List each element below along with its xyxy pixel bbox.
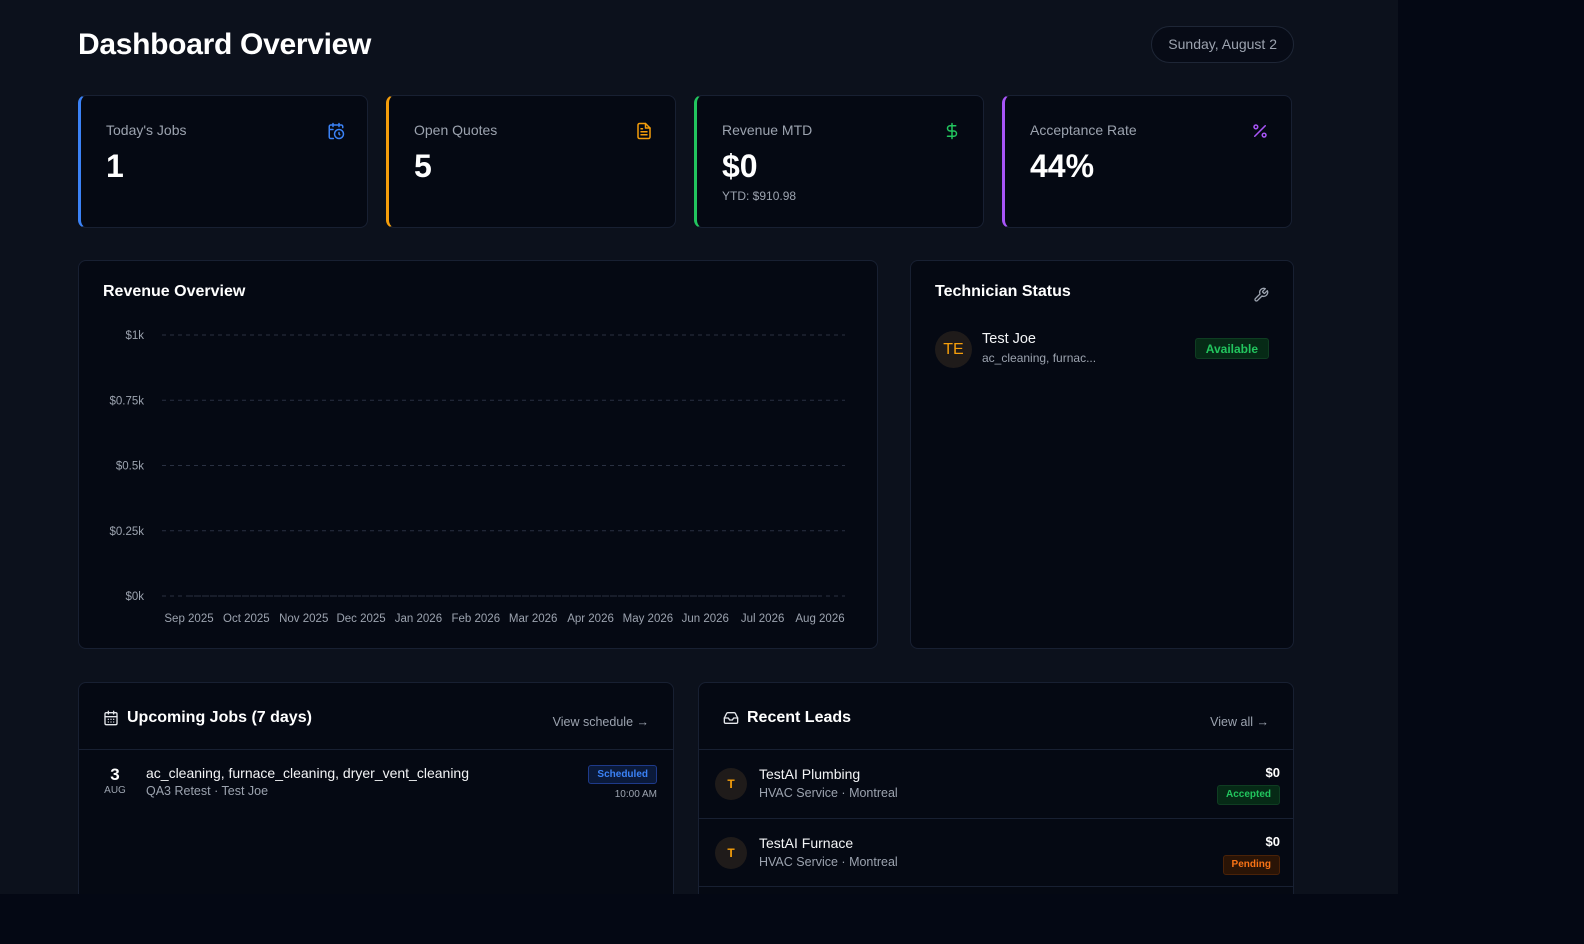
revenue-title: Revenue Overview <box>103 283 246 300</box>
technician-row[interactable]: TE Test Joe ac_cleaning, furnac... Avail… <box>935 331 1269 369</box>
app-main: Dashboard Overview Sunday, August 2 Toda… <box>78 26 1294 894</box>
y-tick-label: $0.75k <box>109 395 144 407</box>
upcoming-jobs-panel: Upcoming Jobs (7 days) View schedule → 3… <box>78 682 674 894</box>
technician-skills: ac_cleaning, furnac... <box>982 351 1097 365</box>
view-schedule-link[interactable]: View schedule → <box>552 715 649 729</box>
lead-name: TestAI Furnace <box>759 835 854 851</box>
status-badge: Available <box>1194 338 1269 359</box>
x-tick-label: Oct 2025 <box>223 613 270 625</box>
status-badge: Pending <box>1222 855 1280 875</box>
percent-icon <box>1253 124 1267 138</box>
stat-sub: YTD: $910.98 <box>722 189 797 203</box>
stat-card-acceptance-rate[interactable]: Acceptance Rate 44% <box>1002 95 1292 228</box>
lead-name: TestAI Plumbing <box>759 766 861 782</box>
lead-amount: $0 <box>1265 765 1280 780</box>
technician-status-panel: Technician Status TE Test Joe ac_cleanin… <box>910 260 1294 649</box>
stat-label: Revenue MTD <box>722 122 813 138</box>
x-tick-label: Sep 2025 <box>164 613 213 625</box>
stat-card-todays-jobs[interactable]: Today's Jobs 1 <box>78 95 368 228</box>
upcoming-jobs-title: Upcoming Jobs (7 days) <box>127 709 312 726</box>
lead-row[interactable]: T TestAI Furnace HVAC Service · Montreal… <box>699 819 1296 887</box>
inbox-icon <box>723 712 739 724</box>
view-all-leads-link[interactable]: View all → <box>1210 715 1269 729</box>
y-tick-label: $0k <box>125 591 144 603</box>
lead-subtitle: HVAC Service · Montreal <box>759 786 898 800</box>
page-header: Dashboard Overview Sunday, August 2 <box>78 26 1294 64</box>
lead-amount: $0 <box>1265 834 1280 849</box>
stat-card-revenue-mtd[interactable]: Revenue MTD $0 YTD: $910.98 <box>694 95 984 228</box>
document-icon <box>637 122 651 140</box>
x-tick-label: Apr 2026 <box>567 613 614 625</box>
page-title: Dashboard Overview <box>78 28 372 61</box>
x-tick-label: Nov 2025 <box>279 613 328 625</box>
x-tick-label: Jun 2026 <box>682 613 729 625</box>
stat-value: 1 <box>106 148 124 184</box>
x-tick-label: Feb 2026 <box>452 613 501 625</box>
stat-value: 44% <box>1030 148 1095 184</box>
y-tick-label: $0.5k <box>116 461 144 473</box>
calendar-icon <box>104 710 118 726</box>
x-tick-label: Jul 2026 <box>741 613 784 625</box>
job-time: 10:00 AM <box>614 789 657 800</box>
recent-leads-title: Recent Leads <box>747 709 852 726</box>
stat-card-open-quotes[interactable]: Open Quotes 5 <box>386 95 676 228</box>
technician-name: Test Joe <box>982 331 1036 347</box>
job-title: ac_cleaning, furnace_cleaning, dryer_ven… <box>146 765 469 781</box>
x-tick-label: May 2026 <box>623 613 674 625</box>
stat-label: Open Quotes <box>414 122 498 138</box>
divider <box>699 886 1293 887</box>
avatar: T <box>715 768 747 800</box>
stat-label: Acceptance Rate <box>1030 122 1137 138</box>
lead-subtitle: HVAC Service · Montreal <box>759 855 898 869</box>
dollar-icon <box>946 122 958 140</box>
avatar: T <box>715 837 747 869</box>
job-subtitle: QA3 Retest · Test Joe <box>146 784 269 798</box>
date-pill: Sunday, August 2 <box>1151 26 1294 63</box>
x-tick-label: Aug 2026 <box>795 613 844 625</box>
y-tick-label: $0.25k <box>109 526 144 538</box>
y-tick-label: $1k <box>125 330 144 342</box>
status-badge: Accepted <box>1216 785 1280 805</box>
recent-leads-panel: Recent Leads View all → T TestAI Plumbin… <box>698 682 1294 894</box>
job-day: 3 <box>110 765 120 784</box>
stat-label: Today's Jobs <box>106 122 187 138</box>
technician-title: Technician Status <box>935 283 1071 300</box>
stat-value: 5 <box>414 148 432 184</box>
wrench-icon <box>1254 287 1269 302</box>
calendar-clock-icon <box>328 122 345 140</box>
divider <box>699 749 1293 750</box>
lead-row[interactable]: T TestAI Plumbing HVAC Service · Montrea… <box>699 750 1296 818</box>
stat-value: $0 <box>722 148 758 184</box>
avatar: TE <box>935 331 972 368</box>
x-tick-label: Mar 2026 <box>509 613 558 625</box>
x-tick-label: Jan 2026 <box>395 613 442 625</box>
x-tick-label: Dec 2025 <box>336 613 385 625</box>
job-month: AUG <box>104 785 126 796</box>
divider <box>79 749 673 750</box>
revenue-chart: $0k $0.25k $0.5k $0.75k $1k Sep 2025 Oct 2025 N… <box>109 330 845 625</box>
status-badge: Scheduled <box>588 765 657 784</box>
divider <box>699 818 1293 819</box>
revenue-overview-panel: Revenue Overview $0k $0.25k $0.5k $0.75k $1k… <box>78 260 878 649</box>
